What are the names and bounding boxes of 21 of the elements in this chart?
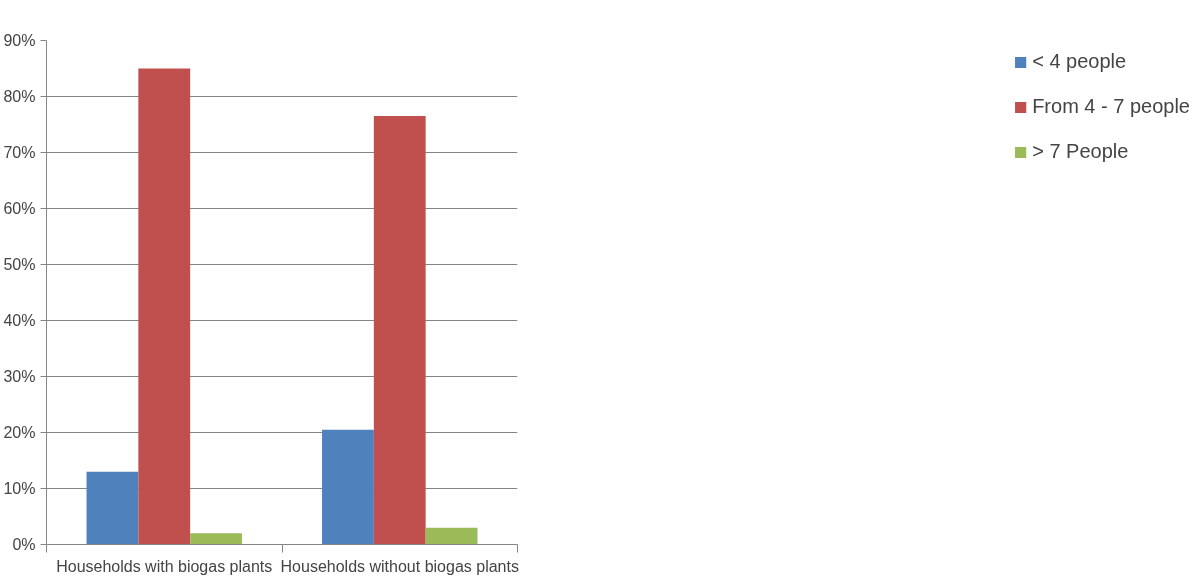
x-tick-label: Households without biogas plants — [280, 557, 519, 575]
y-tick-label: 80% — [3, 88, 36, 105]
bar — [425, 527, 478, 545]
legend-label: < 4 people — [1032, 50, 1127, 73]
y-tick-label: 40% — [3, 312, 36, 329]
legend-label: > 7 People — [1032, 140, 1129, 163]
bar — [86, 471, 139, 545]
y-tick-label: 0% — [12, 536, 36, 553]
bar — [138, 68, 191, 545]
y-tick-label: 20% — [3, 424, 36, 441]
y-tick-label: 90% — [3, 32, 36, 49]
x-tick-label: Households with biogas plants — [56, 557, 273, 575]
y-tick-label: 50% — [3, 256, 36, 273]
bar — [190, 533, 242, 545]
y-tick-label: 10% — [3, 480, 36, 497]
y-tick-label: 30% — [3, 368, 36, 385]
bar — [373, 116, 426, 545]
legend-label: From 4 - 7 people — [1032, 95, 1190, 118]
y-tick-label: 70% — [3, 144, 36, 161]
y-tick-label: 60% — [3, 200, 36, 217]
bar — [322, 429, 374, 545]
